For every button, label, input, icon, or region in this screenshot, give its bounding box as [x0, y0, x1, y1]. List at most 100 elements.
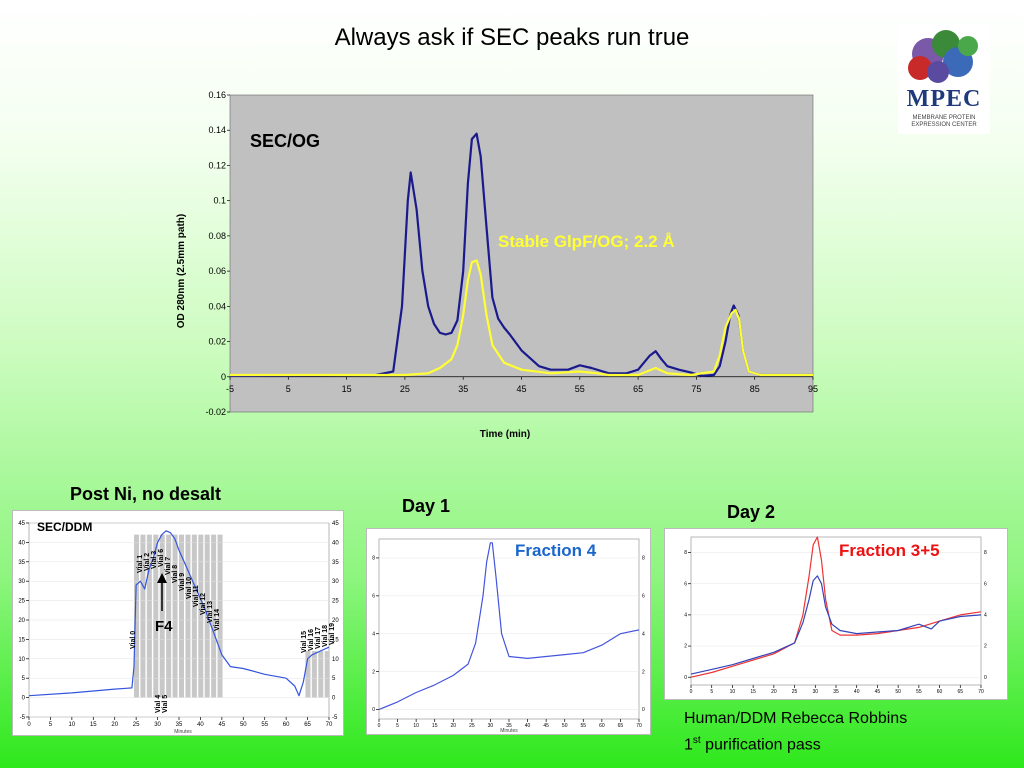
day2-x-tick-label: 25: [792, 689, 798, 695]
main-x-tick-label: 45: [516, 384, 526, 394]
post-ni-vial-bar: [185, 534, 191, 698]
day2-y-tick-label-right: 8: [984, 550, 987, 556]
main-y-tick-label: 0.14: [208, 125, 226, 135]
main-ylabel: OD 280nm (2.5mm path): [176, 214, 187, 328]
post-ni-y-tick-label-right: 45: [332, 521, 339, 527]
post-ni-x-tick-label: 20: [111, 722, 118, 728]
day1-y-tick-label-right: 4: [642, 631, 645, 637]
post-ni-y-tick-label: 30: [18, 579, 25, 585]
credit-line2: 1st purification pass: [684, 730, 907, 756]
day2-y-tick-label: 2: [684, 644, 687, 650]
day2-x-tick-label: 5: [710, 689, 713, 695]
day2-chart: 0 0 2 2 4 4 6 6 8 8 0 5 10 15 20 25 30 35 40 45 50 55 60 65 70 F…: [684, 536, 987, 695]
post-ni-panel: -5 -5 0 0 5 5 10 10 15 15 20 20 25 25 30 30 35 35 40 40 45 45…: [12, 510, 344, 736]
post-ni-vial-bar: [191, 534, 197, 698]
post-ni-x-tick-label: 50: [240, 722, 247, 728]
logo-sub-line2: EXPRESSION CENTER: [911, 122, 977, 128]
post-ni-y-tick-label: 5: [22, 676, 26, 682]
post-ni-x-tick-label: 25: [133, 722, 140, 728]
day2-x-tick-label: 70: [978, 689, 984, 695]
post-ni-series-0-line: [28, 530, 330, 697]
main-x-tick-label: -5: [226, 384, 234, 394]
credit-rest: purification pass: [700, 736, 821, 754]
day2-x-tick-label: 45: [875, 689, 881, 695]
main-plot-area: [229, 94, 814, 413]
main-series-label: Stable GlpF/OG; 2.2 Å: [498, 232, 675, 251]
day1-x-tick-label: 15: [432, 723, 438, 729]
post-ni-y-tick-label-right: 5: [332, 676, 336, 682]
main-y-tick-label: 0.06: [208, 266, 226, 276]
day2-series-0-line: [690, 536, 982, 678]
post-ni-vial-label: Vial 3: [151, 551, 158, 569]
day1-y-tick-label-right: 8: [642, 556, 645, 562]
day2-y-tick-label: 6: [684, 581, 687, 587]
day2-y-tick-label-right: 2: [984, 644, 987, 650]
day1-x-tick-label: 20: [451, 723, 457, 729]
day2-title: Day 2: [727, 502, 776, 522]
post-ni-x-tick-label: 0: [27, 722, 31, 728]
credit-num: 1: [684, 736, 693, 754]
post-ni-y-tick-label-right: 0: [332, 696, 336, 702]
day1-x-tick-label: 35: [506, 723, 512, 729]
post-ni-y-tick-label-right: 40: [332, 540, 339, 546]
post-ni-vial-bar: [153, 534, 159, 698]
post-ni-annotation: SEC/DDM: [37, 520, 92, 534]
day1-x-tick-label: 55: [581, 723, 587, 729]
post-ni-vial-bar: [324, 651, 330, 698]
post-ni-vial-bar: [159, 534, 165, 698]
day2-plot: 0 0 2 2 4 4 6 6 8 8 0 5 10 15 20 25 30 35 40 45 50 55 60 65 70: [684, 536, 987, 695]
post-ni-vial-bar: [172, 534, 178, 698]
main-series-1-line: [230, 259, 813, 377]
main-x-tick-label: 75: [691, 384, 701, 394]
post-ni-x-tick-label: 40: [197, 722, 204, 728]
post-ni-arrow-label: F4: [155, 618, 173, 635]
credit-line1: Human/DDM Rebecca Robbins: [684, 710, 908, 727]
post-ni-arrow-head: [157, 573, 167, 583]
post-ni-vial-label-right: Vial 17: [315, 627, 322, 649]
day1-y-tick-label: 6: [372, 594, 375, 600]
post-ni-x-tick-label: 10: [69, 722, 76, 728]
day2-x-tick-label: 40: [854, 689, 860, 695]
post-ni-vial-label-right: Vial 18: [322, 625, 329, 647]
day1-y-tick-label: 0: [372, 707, 375, 713]
main-plot: -0.02 0 0.02 0.04 0.06 0.08 0.1 0.12 0.14 0.16 -5 5…: [205, 90, 818, 417]
post-ni-vial-label: Vial 1: [137, 555, 144, 573]
day2-x-tick-label: 60: [937, 689, 943, 695]
post-ni-vial-bar: [217, 534, 223, 698]
day2-x-tick-label: 15: [750, 689, 756, 695]
logo-sub-line1: MEMBRANE PROTEIN: [912, 115, 976, 121]
day1-x-tick-label: 70: [636, 723, 642, 729]
day1-x-tick-label: 25: [469, 723, 475, 729]
post-ni-y-tick-label: 40: [18, 540, 25, 546]
post-ni-vial-label: Vial 14: [214, 609, 221, 631]
post-ni-y-tick-label-right: -5: [332, 715, 338, 721]
post-ni-vial-label: Vial 13: [207, 601, 214, 623]
day1-title: Day 1: [402, 496, 451, 516]
day2-panel: 0 0 2 2 4 4 6 6 8 8 0 5 10 15 20 25 30 35 40 45 50 55 60 65 70 F…: [664, 528, 1008, 700]
post-ni-vial-label-bottom: Vial 4: [155, 695, 162, 713]
post-ni-y-tick-label: 20: [18, 618, 25, 624]
credit-sup: st: [692, 735, 701, 746]
post-ni-vial-bar: [179, 534, 184, 698]
day1-xlabel: Minutes: [500, 728, 518, 734]
day2-x-tick-label: 10: [730, 689, 736, 695]
main-y-tick-label: -0.02: [205, 407, 226, 417]
post-ni-x-tick-label: 70: [326, 722, 333, 728]
post-ni-x-tick-label: 15: [90, 722, 97, 728]
post-ni-x-tick-label: 55: [261, 722, 268, 728]
day1-series-0-line: [378, 542, 640, 711]
logo-subtitle: MEMBRANE PROTEIN EXPRESSION CENTER: [898, 115, 990, 129]
main-y-tick-label: 0.02: [208, 337, 226, 347]
post-ni-x-tick-label: 45: [219, 722, 226, 728]
post-ni-y-tick-label-right: 35: [332, 560, 339, 566]
post-ni-x-tick-label: 35: [176, 722, 183, 728]
day1-x-tick-label: 0: [378, 723, 381, 729]
post-ni-vial-bar: [198, 534, 204, 698]
post-ni-y-tick-label-right: 20: [332, 618, 339, 624]
post-ni-vial-label: Vial 8: [172, 565, 179, 583]
post-ni-vial-label-right: Vial 15: [301, 631, 308, 653]
credit: Human/DDM Rebecca Robbins 1st purificati…: [684, 708, 907, 756]
post-ni-vial-bar: [305, 651, 311, 698]
